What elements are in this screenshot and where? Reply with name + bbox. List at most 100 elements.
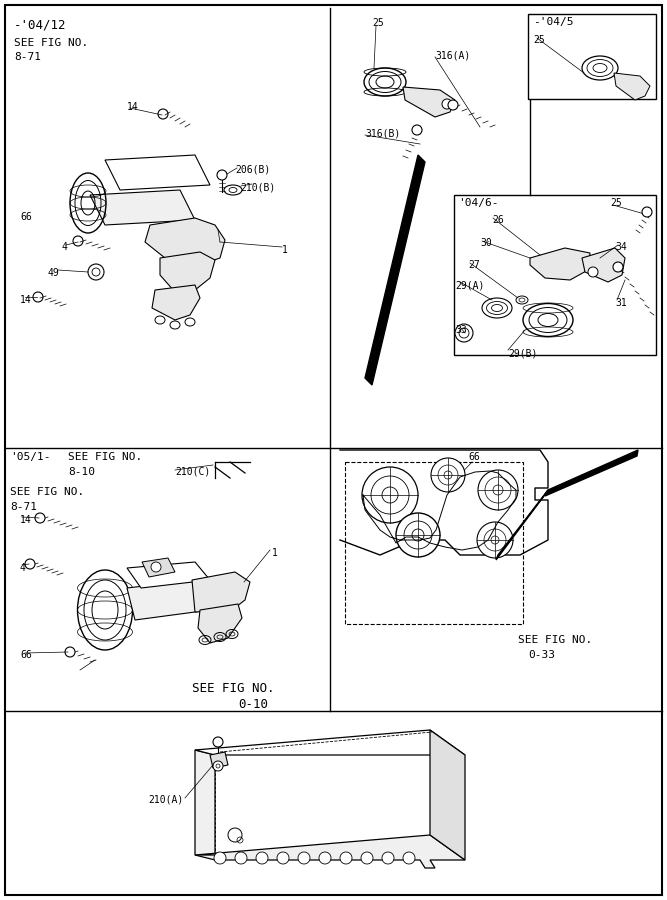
Circle shape <box>298 852 310 864</box>
Text: 66: 66 <box>20 212 32 222</box>
Polygon shape <box>614 73 650 100</box>
Bar <box>345 462 523 624</box>
Text: 210(A): 210(A) <box>148 795 183 805</box>
Polygon shape <box>198 604 242 643</box>
Circle shape <box>382 487 398 503</box>
Text: 66: 66 <box>20 650 32 660</box>
Polygon shape <box>152 285 200 320</box>
Text: 210(C): 210(C) <box>175 467 210 477</box>
Text: 8-10: 8-10 <box>68 467 95 477</box>
Text: 33: 33 <box>455 325 467 335</box>
Polygon shape <box>192 572 250 612</box>
Text: SEE FIG NO.: SEE FIG NO. <box>14 38 88 48</box>
Circle shape <box>396 513 440 557</box>
Text: SEE FIG NO.: SEE FIG NO. <box>518 635 592 645</box>
Circle shape <box>382 852 394 864</box>
Circle shape <box>491 536 499 544</box>
Circle shape <box>455 324 473 342</box>
Text: 210(B): 210(B) <box>240 182 275 192</box>
Text: 25: 25 <box>610 198 622 208</box>
Circle shape <box>277 852 289 864</box>
Text: 14: 14 <box>127 102 139 112</box>
Text: 14: 14 <box>20 515 32 525</box>
Circle shape <box>493 485 503 495</box>
Polygon shape <box>210 752 228 768</box>
Text: 25: 25 <box>533 35 545 45</box>
Circle shape <box>235 852 247 864</box>
Text: 0-33: 0-33 <box>528 650 555 660</box>
Circle shape <box>442 99 452 109</box>
Circle shape <box>319 852 331 864</box>
Circle shape <box>340 852 352 864</box>
Polygon shape <box>365 155 425 385</box>
Text: 4: 4 <box>62 242 68 252</box>
Text: '04/6-: '04/6- <box>458 198 498 208</box>
Circle shape <box>588 267 598 277</box>
Circle shape <box>371 476 409 514</box>
Text: SEE FIG NO.: SEE FIG NO. <box>68 452 142 462</box>
Polygon shape <box>195 835 465 868</box>
Circle shape <box>213 737 223 747</box>
Circle shape <box>213 761 223 771</box>
Circle shape <box>412 125 422 135</box>
Text: 1: 1 <box>282 245 288 255</box>
Polygon shape <box>145 218 225 265</box>
Polygon shape <box>430 730 465 860</box>
Bar <box>454 195 656 355</box>
Circle shape <box>151 562 161 572</box>
Text: 8-71: 8-71 <box>14 52 41 62</box>
Circle shape <box>431 458 465 492</box>
Text: 31: 31 <box>615 298 627 308</box>
Text: 30: 30 <box>480 238 492 248</box>
Polygon shape <box>496 490 548 560</box>
Circle shape <box>642 207 652 217</box>
Circle shape <box>214 852 226 864</box>
Text: 0-10: 0-10 <box>238 698 268 711</box>
Text: 4: 4 <box>20 563 26 573</box>
Polygon shape <box>127 580 210 620</box>
Text: 316(A): 316(A) <box>435 50 470 60</box>
Polygon shape <box>545 450 638 496</box>
Text: 49: 49 <box>48 268 60 278</box>
Circle shape <box>448 100 458 110</box>
Text: 1: 1 <box>272 548 278 558</box>
Circle shape <box>228 828 242 842</box>
Text: 14: 14 <box>20 295 32 305</box>
Text: 25: 25 <box>372 18 384 28</box>
Polygon shape <box>90 190 195 225</box>
Circle shape <box>35 513 45 523</box>
Circle shape <box>88 264 104 280</box>
Text: 29(B): 29(B) <box>508 348 538 358</box>
Circle shape <box>217 170 227 180</box>
Circle shape <box>362 467 418 523</box>
Text: '05/1-: '05/1- <box>10 452 51 462</box>
Polygon shape <box>105 155 210 190</box>
Circle shape <box>404 521 432 549</box>
Text: 66: 66 <box>468 452 480 462</box>
Text: 316(B): 316(B) <box>365 128 400 138</box>
Text: 27: 27 <box>468 260 480 270</box>
Polygon shape <box>127 562 210 588</box>
Circle shape <box>256 852 268 864</box>
Polygon shape <box>160 252 215 292</box>
Polygon shape <box>195 730 465 755</box>
Circle shape <box>412 529 424 541</box>
Circle shape <box>444 471 452 479</box>
Circle shape <box>477 522 513 558</box>
Polygon shape <box>530 248 590 280</box>
Circle shape <box>361 852 373 864</box>
Text: SEE FIG NO.: SEE FIG NO. <box>191 682 274 695</box>
Text: -'04/12: -'04/12 <box>14 18 67 31</box>
Text: SEE FIG NO.: SEE FIG NO. <box>10 487 84 497</box>
Circle shape <box>485 477 511 503</box>
Text: 8-71: 8-71 <box>10 502 37 512</box>
Text: 26: 26 <box>492 215 504 225</box>
Text: 34: 34 <box>615 242 627 252</box>
Polygon shape <box>582 248 625 282</box>
Circle shape <box>403 852 415 864</box>
Polygon shape <box>195 750 215 860</box>
Circle shape <box>613 262 623 272</box>
Circle shape <box>484 529 506 551</box>
Circle shape <box>478 470 518 510</box>
Polygon shape <box>142 558 175 577</box>
